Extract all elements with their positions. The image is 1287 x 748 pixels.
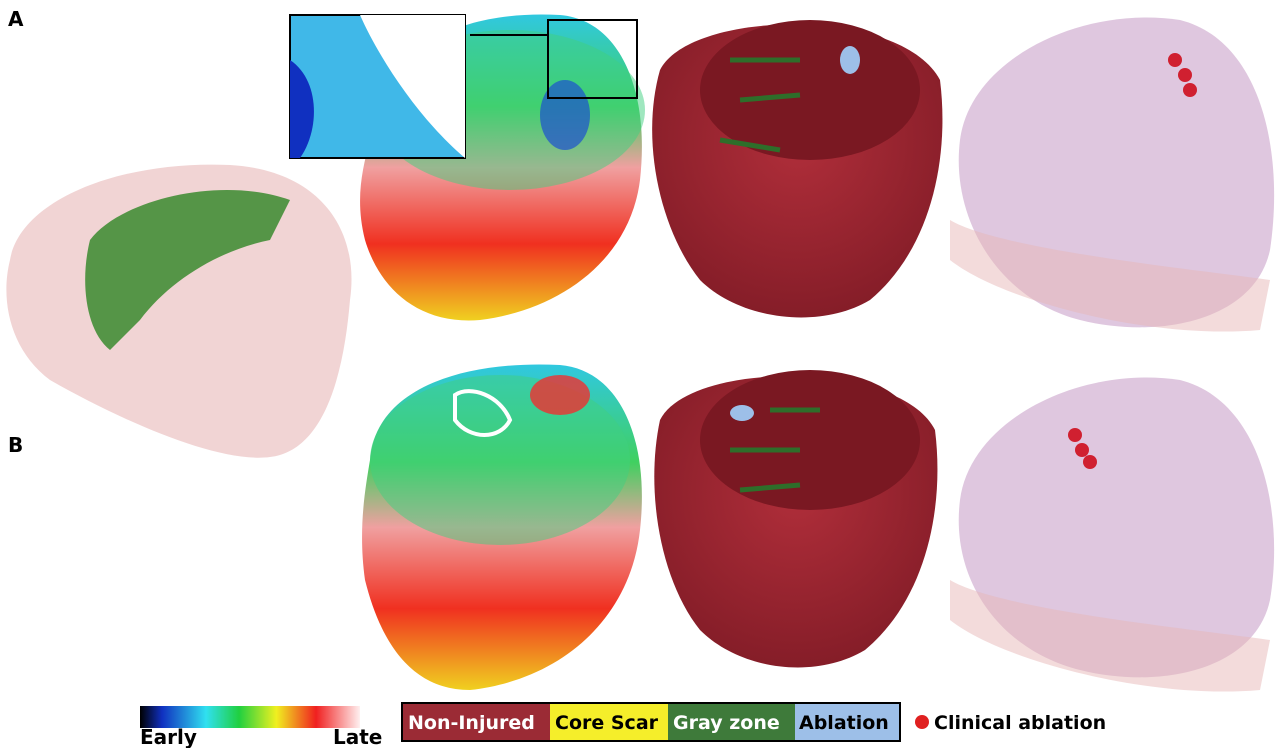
legend-item: Gray zone (673, 712, 780, 734)
colorbar-label: Late (333, 725, 382, 748)
activation-map (362, 364, 642, 690)
legend-item: Clinical ablation (934, 712, 1106, 734)
scar-map (654, 370, 937, 667)
legend-item: Core Scar (555, 712, 659, 734)
translucent-heart (950, 378, 1274, 692)
panel-label: A (8, 7, 24, 31)
legend: Non-Injured Core Scar Gray zone Ablation… (402, 703, 1106, 741)
translucent-heart (950, 18, 1274, 332)
figure: A B (0, 0, 1287, 748)
translucent-heart (6, 165, 351, 458)
legend-item: Non-Injured (408, 712, 535, 734)
panel-label: B (8, 433, 23, 457)
legend-item: Ablation (799, 712, 889, 734)
colorbar-label: Early (140, 725, 197, 748)
scar-map (652, 20, 942, 317)
